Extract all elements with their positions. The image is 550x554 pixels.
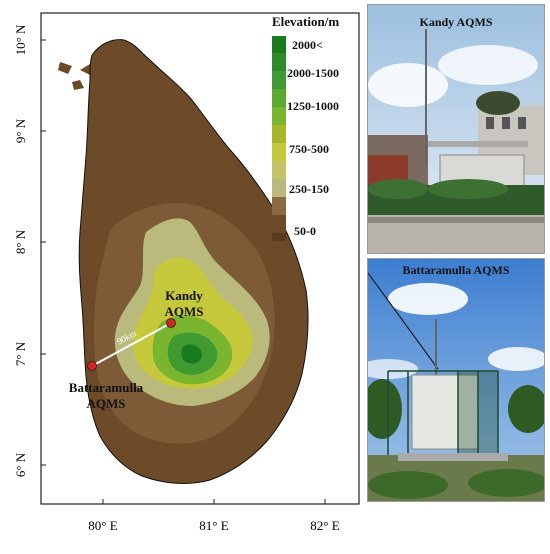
legend-swatch: [272, 107, 286, 125]
legend-swatch: [272, 71, 286, 89]
lon-label-82: 82° E: [310, 518, 339, 533]
sri-lanka-island: [58, 39, 309, 484]
kandy-aqms-photo: Kandy AQMS: [367, 4, 545, 254]
legend-swatch: [272, 161, 286, 179]
legend-swatch: [272, 197, 286, 215]
legend-swatch: [272, 143, 286, 161]
lon-label-80: 80° E: [88, 518, 117, 533]
lat-label-7: 7° N: [13, 341, 28, 366]
legend-label-2000-1500: 2000-1500: [287, 66, 339, 80]
station-label-battaramulla-line1: Battaramulla: [69, 380, 144, 395]
legend-title: Elevation/m: [272, 14, 339, 29]
station-label-kandy-line1: Kandy: [165, 288, 203, 303]
lat-label-8: 8° N: [13, 229, 28, 254]
legend-swatch: [272, 36, 286, 53]
legend-swatch: [272, 233, 286, 241]
lon-label-81: 81° E: [199, 518, 228, 533]
islet: [72, 80, 84, 90]
legend-swatch: [272, 125, 286, 143]
lat-axis: 10° N 9° N 8° N 7° N 6° N: [13, 24, 46, 477]
lat-label-6: 6° N: [13, 452, 28, 477]
battaramulla-photo-title: Battaramulla AQMS: [402, 263, 510, 277]
legend-swatch: [272, 215, 286, 233]
legend-label-250-150: 250-150: [289, 182, 329, 196]
terrain-2000: [181, 344, 202, 364]
distance-line: [91, 322, 172, 367]
legend-label-750-500: 750-500: [289, 142, 329, 156]
legend-label-2000plus: 2000<: [292, 38, 323, 52]
lat-label-9: 9° N: [13, 118, 28, 143]
legend-label-1250-1000: 1250-1000: [287, 99, 339, 113]
station-marker-kandy[interactable]: [166, 318, 176, 328]
station-label-battaramulla-line2: AQMS: [87, 396, 126, 411]
legend-swatch: [272, 89, 286, 107]
islet: [58, 62, 72, 74]
elevation-map: 10° N 9° N 8° N 7° N 6° N 80° E 81° E 82…: [13, 12, 360, 533]
lat-label-10: 10° N: [13, 24, 28, 55]
station-marker-battaramulla[interactable]: [87, 361, 97, 371]
lon-axis: 80° E 81° E 82° E: [88, 499, 340, 533]
battaramulla-photo-drawing: [368, 259, 544, 501]
battaramulla-aqms-photo: Battaramulla AQMS: [367, 258, 545, 502]
station-label-kandy-line2: AQMS: [165, 304, 204, 319]
legend: Elevation/m 2000< 2000-1500 1250-1000 75…: [272, 14, 339, 241]
map-svg: 10° N 9° N 8° N 7° N 6° N 80° E 81° E 82…: [13, 12, 360, 533]
legend-swatch: [272, 179, 286, 197]
kandy-photo-title: Kandy AQMS: [419, 15, 493, 29]
legend-swatch: [272, 53, 286, 71]
legend-label-50-0: 50-0: [294, 224, 316, 238]
kandy-photo-drawing: [368, 5, 544, 253]
